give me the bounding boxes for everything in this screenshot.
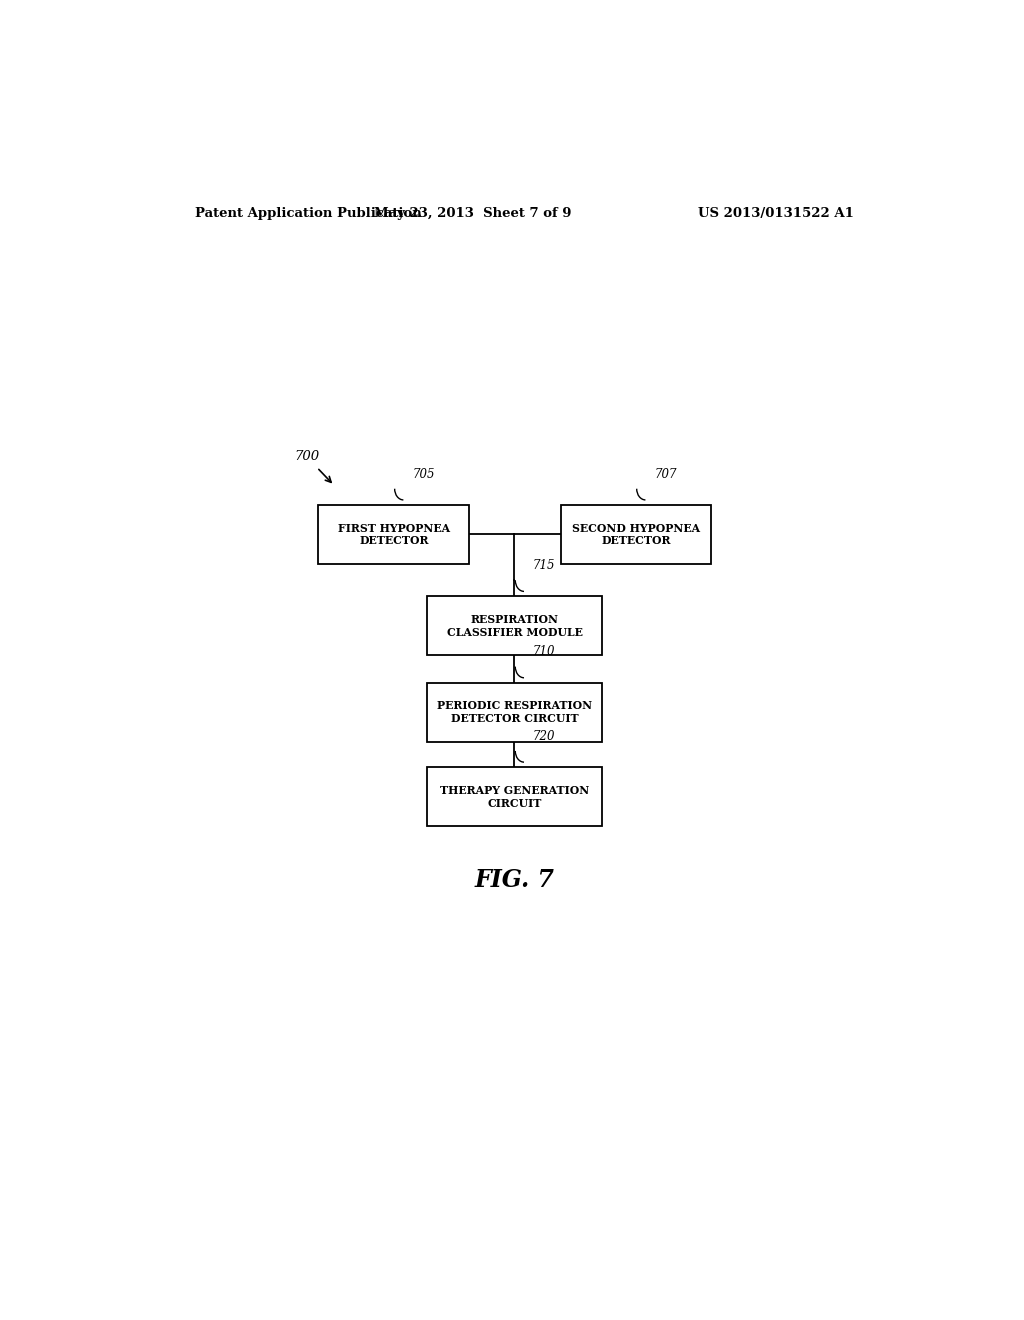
Text: Patent Application Publication: Patent Application Publication (196, 207, 422, 220)
FancyBboxPatch shape (560, 506, 712, 564)
Text: FIG. 7: FIG. 7 (474, 869, 554, 892)
Text: SECOND HYPOPNEA
DETECTOR: SECOND HYPOPNEA DETECTOR (571, 523, 700, 546)
Text: RESPIRATION
CLASSIFIER MODULE: RESPIRATION CLASSIFIER MODULE (446, 614, 583, 638)
Text: 707: 707 (654, 467, 677, 480)
FancyBboxPatch shape (427, 767, 602, 826)
Text: 700: 700 (295, 450, 319, 463)
Text: FIRST HYPOPNEA
DETECTOR: FIRST HYPOPNEA DETECTOR (338, 523, 450, 546)
Text: US 2013/0131522 A1: US 2013/0131522 A1 (698, 207, 854, 220)
Text: THERAPY GENERATION
CIRCUIT: THERAPY GENERATION CIRCUIT (440, 785, 589, 809)
Text: 710: 710 (532, 645, 555, 659)
FancyBboxPatch shape (427, 597, 602, 656)
Text: 720: 720 (532, 730, 555, 743)
Text: PERIODIC RESPIRATION
DETECTOR CIRCUIT: PERIODIC RESPIRATION DETECTOR CIRCUIT (437, 701, 592, 725)
FancyBboxPatch shape (318, 506, 469, 564)
Text: 705: 705 (412, 467, 434, 480)
FancyBboxPatch shape (427, 682, 602, 742)
Text: 715: 715 (532, 560, 555, 572)
Text: May 23, 2013  Sheet 7 of 9: May 23, 2013 Sheet 7 of 9 (375, 207, 572, 220)
